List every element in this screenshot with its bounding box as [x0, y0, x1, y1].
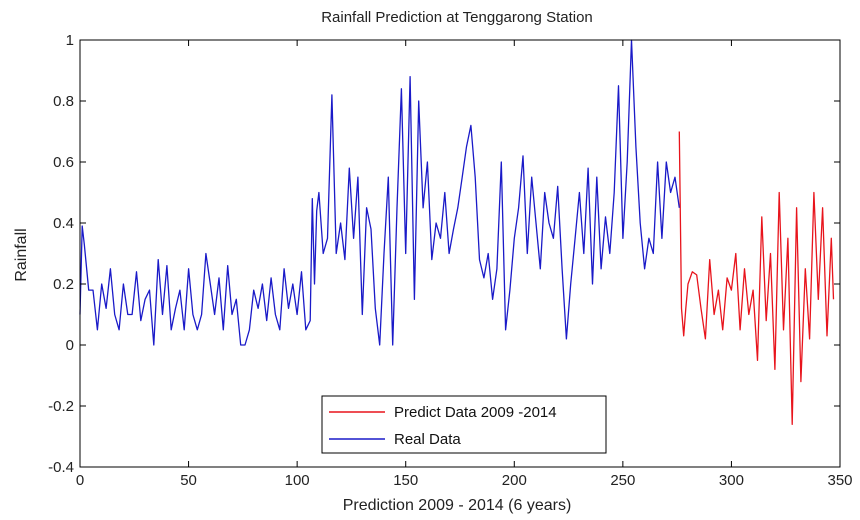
- x-tick-label: 350: [827, 472, 852, 489]
- series-line-real-data: [79, 39, 680, 346]
- x-tick-label: 250: [610, 472, 635, 489]
- plot-area: 0 50 100 150 200 250 300 350 -0.4 -0.2 0 0.2 0.4 0.6 0…: [48, 32, 852, 489]
- y-tick-label: -0.4: [48, 459, 74, 476]
- y-tick-label: 0.6: [53, 154, 74, 171]
- series-line-predict-data: [678, 131, 835, 425]
- x-axis-label: Prediction 2009 - 2014 (6 years): [343, 497, 572, 514]
- x-tick-label: 300: [719, 472, 744, 489]
- legend-box: [321, 395, 607, 454]
- legend: Predict Data 2009 -2014 Real Data: [321, 395, 607, 454]
- y-tick-label: 0.2: [53, 276, 74, 293]
- x-tick-label: 50: [180, 472, 197, 489]
- y-tick-label: 0.8: [53, 93, 74, 110]
- x-tick-label: 200: [502, 472, 527, 489]
- legend-entry: Predict Data 2009 -2014: [394, 404, 557, 421]
- plot-frame: [79, 39, 841, 468]
- y-axis-label: Rainfall: [13, 228, 30, 281]
- y-tick-label: -0.2: [48, 398, 74, 415]
- chart-title: Rainfall Prediction at Tenggarong Statio…: [321, 9, 593, 26]
- y-tick-label: 1: [66, 32, 74, 49]
- x-tick-label: 150: [393, 472, 418, 489]
- x-tick-label: 100: [285, 472, 310, 489]
- y-tick-label: 0.4: [53, 215, 74, 232]
- x-tick-label: 0: [76, 472, 84, 489]
- y-tick-label: 0: [66, 337, 74, 354]
- legend-entry: Real Data: [394, 431, 461, 448]
